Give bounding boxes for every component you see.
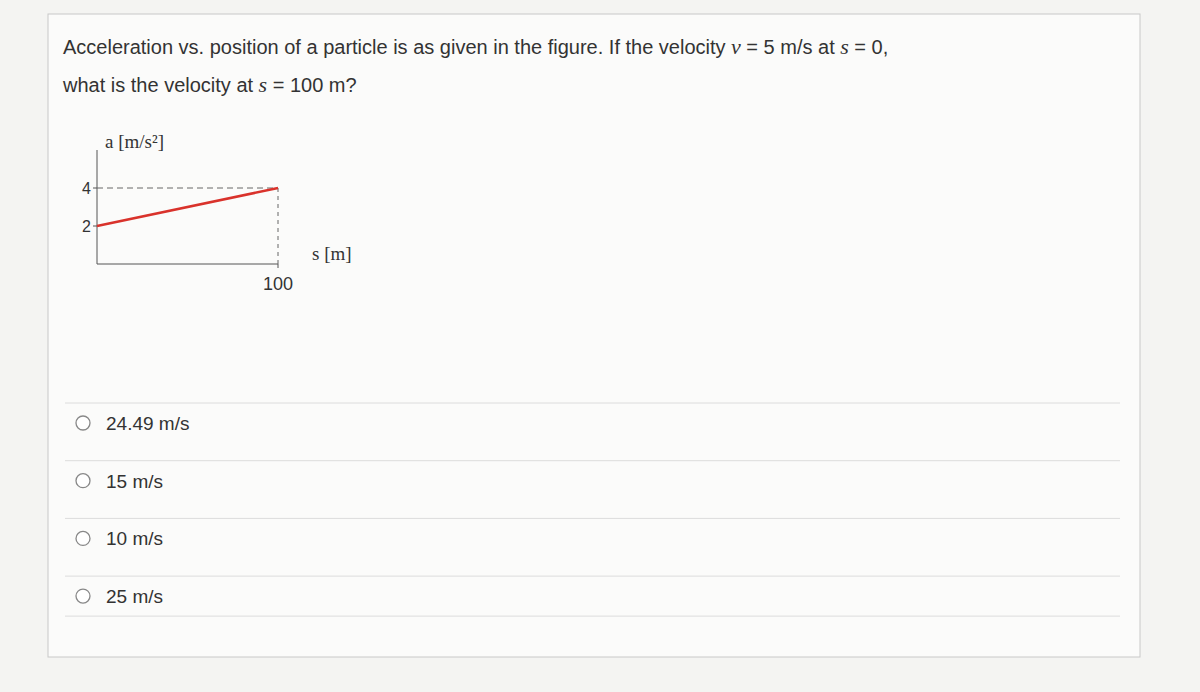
y-tick-label: 4 (82, 180, 91, 197)
y-tick-label: 2 (82, 218, 91, 235)
option-text[interactable]: 25 m/s (106, 586, 163, 607)
page: Acceleration vs. position of a particle … (0, 0, 1200, 692)
question-box (48, 14, 1140, 657)
option-radio[interactable] (76, 531, 90, 545)
question-segment: = 5 m/s at (746, 36, 835, 58)
data-line (97, 188, 278, 226)
option-text[interactable]: 15 m/s (106, 471, 163, 492)
x-tick-label: 100 (263, 274, 293, 294)
y-axis (97, 150, 98, 264)
option-radio[interactable] (76, 474, 90, 488)
question-segment: s (835, 34, 855, 59)
question-segment: v (726, 34, 747, 59)
x-axis (97, 264, 278, 265)
y-tick (93, 226, 97, 227)
option-separator (65, 403, 1120, 404)
y-axis-label: a [m/s²] (105, 131, 164, 152)
question-segment: what is the velocity at (62, 74, 254, 96)
question-text: Acceleration vs. position of a particle … (63, 34, 888, 59)
option-text[interactable]: 24.49 m/s (106, 413, 189, 434)
question-segment: = 0, (854, 36, 888, 58)
guide-horizontal (97, 188, 278, 189)
guide-vertical (278, 188, 279, 264)
option-text[interactable]: 10 m/s (106, 528, 163, 549)
chart: 2 4 100 a [m/s²] s [m] (82, 131, 351, 294)
background (0, 0, 1200, 692)
x-tick (278, 264, 279, 268)
y-tick (93, 188, 97, 189)
question-segment: Acceleration vs. position of a particle … (63, 36, 726, 58)
option-separator (65, 576, 1120, 577)
option-radio[interactable] (76, 589, 90, 603)
option-separator (65, 616, 1120, 617)
option-radio[interactable] (76, 416, 90, 430)
option-separator (65, 518, 1120, 519)
question-segment: = 100 m? (273, 74, 357, 96)
question-text: what is the velocity at s = 100 m? (62, 72, 357, 97)
x-axis-label: s [m] (312, 243, 352, 264)
option-separator (65, 460, 1120, 461)
screen: Acceleration vs. position of a particle … (0, 0, 1200, 692)
plot-area (97, 188, 278, 264)
question-segment: s (253, 72, 273, 97)
